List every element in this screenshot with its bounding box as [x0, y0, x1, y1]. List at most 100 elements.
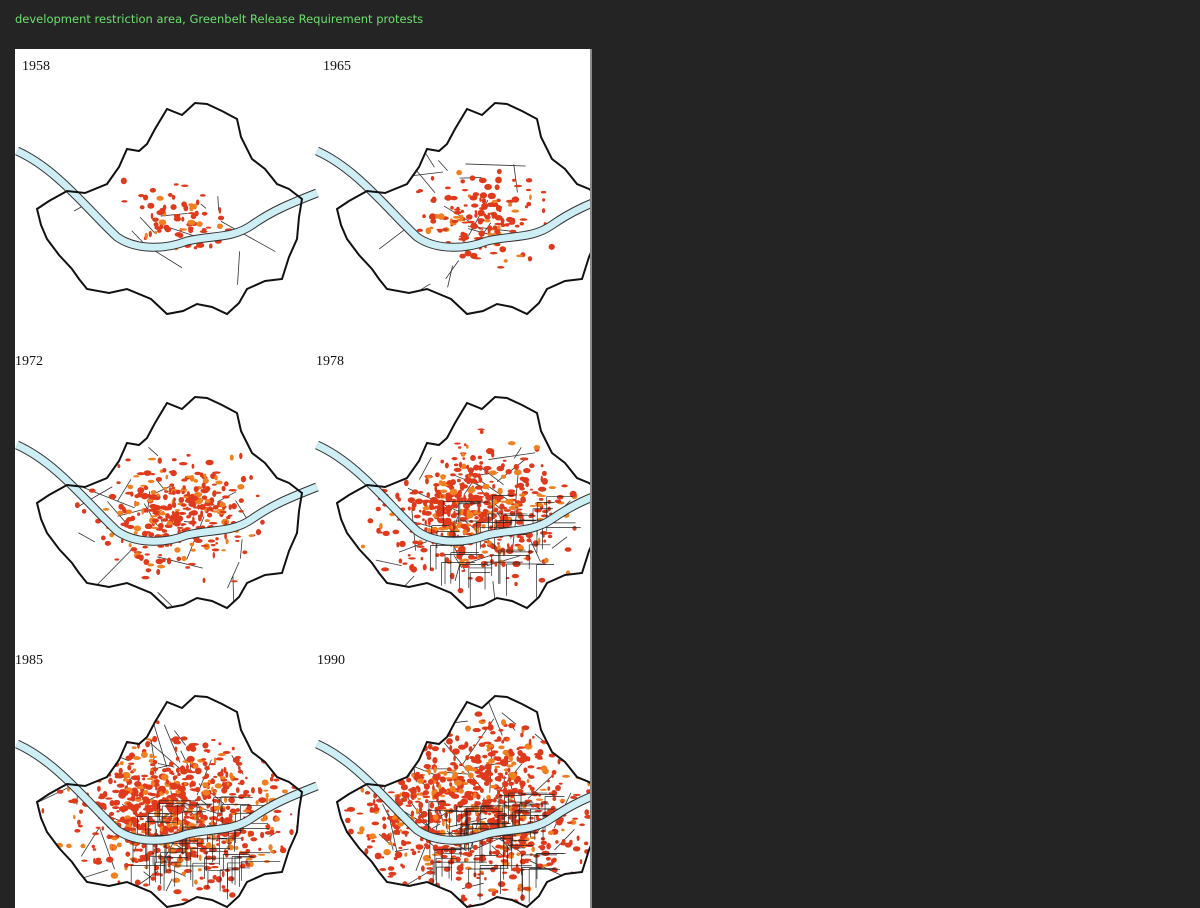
urban-patch: [572, 525, 577, 531]
urban-patch: [242, 550, 248, 555]
urban-patch: [132, 756, 141, 760]
urban-patch: [117, 464, 121, 469]
urban-patch: [538, 497, 544, 501]
urban-patch: [37, 830, 41, 835]
urban-patch: [489, 888, 497, 892]
urban-patch: [511, 209, 520, 213]
urban-patch: [150, 472, 156, 476]
street-grid: [442, 500, 481, 526]
urban-patch: [202, 577, 206, 584]
urban-patch: [242, 809, 251, 813]
urban-patch: [77, 819, 81, 825]
urban-patch: [229, 796, 235, 804]
urban-patch: [143, 470, 152, 476]
urban-patch: [228, 488, 237, 492]
urban-patch: [141, 530, 148, 537]
urban-patch: [537, 749, 544, 756]
urban-patch: [149, 753, 153, 759]
urban-patch: [381, 856, 385, 859]
urban-patch: [554, 499, 562, 504]
urban-patch: [445, 777, 453, 780]
urban-patch: [537, 486, 547, 492]
urban-patch: [197, 514, 204, 518]
road: [237, 251, 240, 285]
street-grid: [499, 551, 534, 584]
urban-patch: [474, 516, 479, 520]
urban-patch: [429, 801, 435, 809]
river: [315, 740, 590, 844]
road: [492, 581, 496, 600]
urban-patch: [260, 831, 265, 839]
urban-patch: [432, 784, 435, 791]
urban-patch: [448, 846, 457, 854]
urban-patch: [424, 843, 429, 847]
urban-patch: [258, 847, 262, 852]
road: [382, 803, 391, 819]
urban-patch: [199, 194, 206, 197]
urban-patch: [482, 754, 488, 759]
urban-patch: [153, 522, 156, 525]
urban-patch: [193, 479, 198, 483]
urban-patch: [265, 823, 271, 830]
urban-patch: [144, 865, 149, 870]
urban-patch: [477, 873, 481, 876]
urban-patch: [181, 491, 185, 495]
urban-patch: [221, 840, 227, 845]
urban-patch: [191, 814, 200, 817]
urban-patch: [425, 750, 432, 758]
urban-patch: [473, 464, 480, 471]
urban-patch: [525, 532, 533, 539]
urban-patch: [444, 462, 449, 469]
urban-patch: [100, 535, 106, 541]
urban-patch: [120, 177, 127, 185]
urban-patch: [529, 786, 535, 791]
street-grid: [536, 564, 555, 598]
road: [453, 554, 463, 569]
urban-patch: [260, 519, 265, 525]
urban-patch: [440, 494, 444, 498]
urban-patch: [175, 756, 180, 761]
urban-patch: [127, 802, 135, 810]
urban-patch: [452, 771, 458, 778]
urban-patch: [393, 856, 398, 861]
urban-patch: [473, 857, 481, 861]
urban-patch: [461, 558, 470, 562]
urban-patch: [415, 522, 422, 526]
street-grid: [484, 561, 523, 590]
urban-patch: [509, 853, 513, 858]
urban-patch: [165, 513, 171, 519]
urban-patch: [396, 794, 401, 798]
urban-patch: [422, 214, 426, 219]
urban-patch: [175, 515, 184, 522]
urban-patch: [493, 739, 500, 742]
urban-patch: [409, 491, 418, 495]
urban-patch: [136, 825, 143, 828]
urban-patch: [509, 510, 515, 517]
urban-patch: [496, 168, 502, 175]
urban-patch: [235, 808, 240, 812]
urban-patch: [131, 858, 137, 863]
urban-patch: [108, 811, 115, 816]
urban-patch: [216, 223, 223, 229]
urban-patch: [192, 506, 199, 509]
river: [15, 441, 319, 545]
road: [501, 712, 517, 725]
urban-patch: [476, 218, 485, 223]
road: [78, 532, 96, 543]
urban-patch: [465, 857, 469, 862]
urban-patch: [503, 787, 508, 793]
urban-patch: [221, 870, 225, 878]
urban-patch: [132, 804, 142, 809]
street-grid: [234, 856, 255, 886]
urban-patch: [175, 489, 181, 495]
urban-patch: [405, 841, 412, 845]
urban-patch: [519, 457, 528, 461]
urban-patch: [449, 744, 453, 752]
urban-patch: [425, 799, 429, 804]
urban-patch: [191, 463, 195, 469]
urban-patch: [484, 218, 491, 223]
urban-patch: [239, 863, 246, 869]
urban-patch: [346, 806, 356, 812]
urban-patch: [92, 832, 99, 836]
urban-patch: [443, 770, 448, 776]
